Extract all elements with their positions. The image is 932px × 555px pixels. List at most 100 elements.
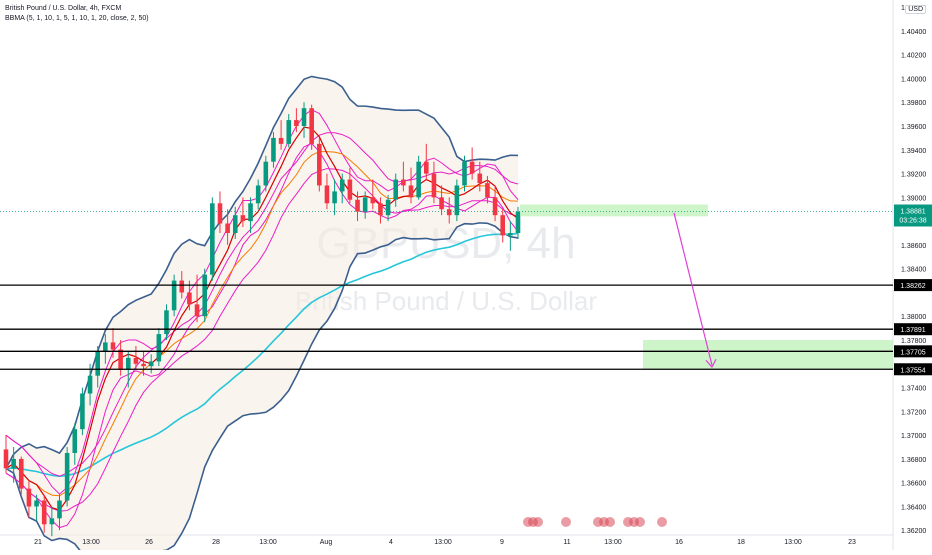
chart-legend: British Pound / U.S. Dollar, 4h, FXCM BB… — [5, 4, 149, 24]
candle-body — [72, 429, 78, 453]
y-tick-label: 1.36800 — [901, 457, 926, 464]
level-label: 1.37554 — [900, 367, 925, 374]
candle-body — [95, 351, 100, 376]
candle-body — [11, 458, 16, 469]
event-flag-icon — [533, 517, 543, 527]
candle-body — [18, 458, 24, 489]
candle-body — [255, 185, 261, 204]
level-label: 1.37891 — [900, 327, 925, 334]
y-tick-label: 1.36400 — [901, 504, 926, 511]
candle-body — [133, 357, 139, 364]
candle-body — [462, 161, 467, 186]
candle-body — [110, 342, 116, 350]
y-tick-label: 1.38000 — [901, 314, 926, 321]
ma10-high-line — [5, 132, 519, 477]
level-label-bg — [894, 279, 932, 292]
level-label: 1.37705 — [900, 349, 925, 356]
entry-zone — [520, 204, 708, 217]
y-tick-label: 1.36200 — [901, 528, 926, 535]
y-tick-label: 1.39800 — [901, 100, 926, 107]
candle-body — [416, 161, 421, 198]
current-price-label: 1.38881 — [900, 209, 925, 216]
candle-body — [294, 120, 299, 127]
target-zone — [643, 340, 893, 370]
candle-body — [248, 203, 253, 222]
x-tick-label: Aug — [320, 539, 333, 546]
candle-body — [26, 488, 32, 507]
candle-body — [278, 137, 284, 144]
y-tick-label: 1.39600 — [901, 124, 926, 131]
x-tick-label: 13:00 — [259, 539, 277, 546]
candle-body — [439, 197, 444, 210]
candle-body — [187, 292, 192, 305]
candle-body — [477, 173, 483, 184]
candle-body — [34, 500, 39, 507]
bb-fill — [6, 76, 518, 555]
x-tick-label: 26 — [145, 539, 153, 546]
x-tick-label: 21 — [34, 539, 42, 546]
candle-body — [355, 199, 360, 212]
event-flag-icon — [635, 517, 645, 527]
candle-body — [393, 179, 399, 200]
candle-body — [103, 342, 108, 352]
candle-body — [125, 357, 131, 370]
candle-body — [271, 137, 276, 162]
candle-body — [431, 173, 437, 198]
candle-body — [232, 215, 238, 234]
candle-body — [3, 449, 9, 469]
candle-body — [309, 108, 314, 144]
y-tick-label: 1.40400 — [901, 29, 926, 36]
ma10-low-line — [5, 168, 519, 512]
candle-body — [469, 161, 475, 174]
candle-body — [87, 375, 93, 394]
candle-body — [317, 143, 322, 186]
candle-body — [324, 185, 330, 204]
event-flag-icon — [605, 517, 615, 527]
candle-body — [210, 203, 215, 275]
candle-body — [454, 185, 460, 216]
x-tick-label: 16 — [675, 539, 683, 546]
candle-body — [240, 215, 246, 222]
candle-body — [263, 161, 269, 186]
y-tick-label: 1.38600 — [901, 243, 926, 250]
x-tick-label: 13:00 — [784, 539, 802, 546]
candle-body — [362, 197, 368, 212]
candle-body — [80, 393, 85, 430]
candle-body — [339, 179, 345, 192]
candle-body — [41, 500, 47, 525]
x-tick-label: 18 — [737, 539, 745, 546]
candle-body — [179, 280, 185, 293]
candle-body — [347, 179, 353, 200]
y-tick-label: 1.40000 — [901, 76, 926, 83]
ma5-high-line — [5, 109, 519, 495]
candle-body — [370, 197, 376, 204]
currency-label[interactable]: USD — [905, 5, 926, 14]
candle-body — [408, 185, 414, 198]
forecast-arrowhead — [705, 359, 717, 368]
candle-body — [515, 211, 521, 234]
candle-body — [401, 179, 406, 186]
candle-body — [301, 108, 307, 127]
candle-body — [202, 274, 207, 317]
candle-body — [508, 233, 513, 236]
symbol-title[interactable]: British Pound / U.S. Dollar, 4h, FXCM — [5, 5, 122, 12]
indicator-label[interactable]: BBMA (5, 1, 10, 1, 5, 1, 10, 1, 20, clos… — [5, 15, 149, 22]
candle-body — [156, 334, 162, 362]
x-tick-label: 4 — [389, 539, 393, 546]
y-tick-label: 1.39400 — [901, 148, 926, 155]
candle-body — [49, 518, 55, 525]
x-tick-label: 13:00 — [604, 539, 622, 546]
candle-body — [332, 191, 337, 204]
candle-body — [118, 349, 123, 370]
candle-body — [492, 197, 498, 216]
candle-body — [64, 452, 70, 501]
candle-body — [286, 120, 292, 144]
level-label-bg — [894, 323, 932, 336]
candle-body — [225, 223, 230, 234]
x-tick-label: 23 — [848, 539, 856, 546]
level-label-bg — [894, 345, 932, 358]
candle-body — [164, 310, 169, 335]
event-flag-icon — [657, 517, 667, 527]
